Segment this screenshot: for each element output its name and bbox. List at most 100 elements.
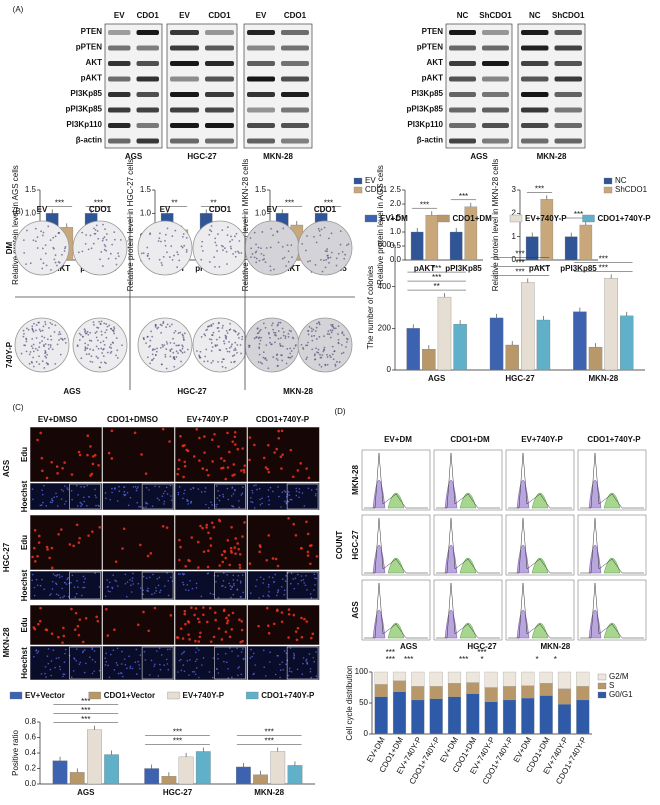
colony [287,335,290,338]
colony [332,326,335,328]
bar [406,328,420,371]
cell [86,484,89,487]
colony [178,259,181,262]
colony [110,350,113,353]
colony [329,256,332,259]
colony [270,324,273,327]
cell [289,582,292,585]
colony [198,354,201,357]
significance: *** [173,737,182,746]
colony [309,260,311,262]
blot-band [108,30,131,35]
colony [23,332,25,335]
cell [179,434,182,438]
colony [106,325,109,328]
colony [42,344,45,346]
colony [59,333,62,336]
cell [179,627,183,631]
cell [233,582,235,585]
colony [212,322,215,325]
cell [110,457,114,460]
colony [226,234,229,237]
blot-band [205,30,234,35]
cell [274,673,277,676]
colony [302,348,305,350]
colony [238,337,240,339]
significance: *** [432,264,441,273]
trace [580,582,644,639]
cell [217,657,219,660]
colony [264,261,267,264]
y-axis-label: Relative protein level in MKN-28 cells [241,159,250,292]
y-tick-label: 100 [355,667,369,676]
group-label: AGS [400,642,418,651]
blot-band [449,61,476,66]
cell [243,657,245,660]
colony [262,356,265,359]
cell [145,506,147,508]
cell [118,490,121,493]
colony [335,257,338,260]
colony [287,260,290,263]
colony [32,350,35,353]
cell [293,652,295,655]
cell [40,673,43,675]
colony [146,254,149,257]
colony [47,225,50,228]
colony [77,251,80,254]
cell [259,576,262,579]
cell [52,649,55,652]
cell [288,670,291,673]
significance: *** [81,715,90,724]
y-tick-label: 1 [512,232,517,241]
cell [50,632,54,635]
cell [204,487,207,489]
cell-line-label: HGC-27 [351,530,360,560]
cell [37,650,40,653]
cell [86,453,89,457]
cell [136,487,138,490]
x-tick-label: pPI3Kp85 [445,264,482,273]
cell [278,495,280,498]
colony [32,343,35,346]
cell [301,673,304,676]
colony [229,245,232,248]
colony [326,333,329,335]
colony [87,333,90,336]
g2-peak [603,492,621,509]
colony [214,265,216,268]
colony [61,338,64,340]
cell [144,659,147,661]
colony [334,365,337,367]
cell [207,549,210,552]
cell [280,611,284,614]
cell [91,672,94,675]
colony [312,328,315,331]
colony [91,361,94,363]
bar-segment [502,671,517,687]
colony [110,327,113,330]
colony [334,363,337,366]
blot-band [554,30,582,35]
g1-peak [444,545,458,574]
colony [331,353,334,356]
colony [228,329,231,331]
colony [84,332,87,335]
cell [269,651,271,654]
colony [165,326,168,328]
colony [305,344,307,347]
cell [54,666,56,669]
cell [105,661,108,663]
colony [248,346,251,348]
cell [293,657,295,660]
bar-segment [557,671,572,689]
colony [345,244,348,247]
cell [55,582,57,584]
inset [141,483,174,510]
colony [53,247,55,250]
cell [199,631,202,635]
cell [73,658,76,660]
row-label: DM [5,241,14,254]
cell [186,449,190,453]
cell [214,618,217,622]
